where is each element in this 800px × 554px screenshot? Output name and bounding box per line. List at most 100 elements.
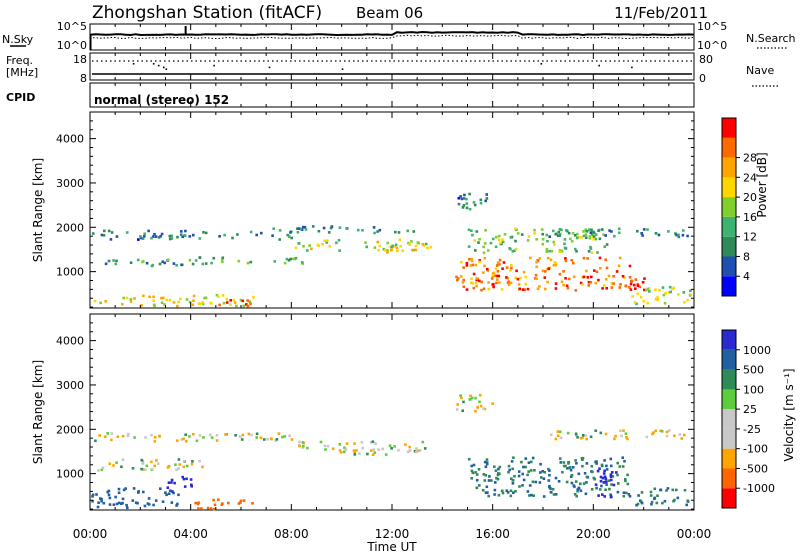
power-cell	[681, 233, 685, 237]
power-cell	[302, 245, 305, 248]
power-cell	[326, 239, 329, 242]
power-cell	[198, 256, 202, 259]
velocity-cell	[566, 431, 570, 435]
power-cell	[337, 238, 341, 242]
velocity-cell	[613, 437, 616, 441]
power-cell	[152, 295, 155, 299]
power-cell	[605, 243, 609, 246]
velocity-cell	[569, 475, 573, 478]
nsky-trace	[89, 30, 694, 50]
power-cell	[498, 258, 502, 262]
power-cell	[575, 250, 578, 253]
power-cell	[407, 241, 410, 245]
velocity-cell	[605, 468, 609, 471]
velocity-cell	[539, 462, 542, 466]
velocity-cell	[635, 503, 638, 507]
power-cell	[500, 288, 504, 291]
power-cell	[465, 264, 469, 267]
velocity-cell	[146, 502, 150, 505]
power-cell	[153, 232, 156, 236]
velocity-cell	[121, 497, 125, 501]
velocity-cell	[108, 462, 112, 465]
velocity-cell	[604, 477, 608, 481]
power-cell	[502, 261, 506, 264]
power-cell	[175, 264, 178, 267]
velocity-cell	[241, 433, 245, 437]
velocity-cell	[167, 481, 171, 484]
velocity-cell	[275, 438, 279, 441]
velocity-cell	[102, 501, 106, 505]
velocity-cell	[594, 429, 597, 432]
power-cell	[475, 278, 478, 282]
power-cell	[167, 258, 170, 261]
velocity-cell	[324, 448, 327, 451]
power-cell	[682, 291, 686, 294]
velocity-cell	[143, 504, 147, 508]
velocity-cell	[653, 497, 656, 501]
velocity-cell	[625, 436, 628, 439]
velocity-cell	[554, 437, 558, 441]
velocity-cell	[239, 501, 242, 504]
velocity-cell	[468, 398, 472, 401]
power-cell	[470, 281, 473, 284]
power-cell	[141, 237, 145, 240]
velocity-cell	[550, 433, 553, 437]
velocity-cell	[510, 477, 513, 480]
power-cell	[204, 296, 208, 300]
velocity-cell	[479, 393, 482, 397]
velocity-cell	[637, 494, 640, 497]
power-cell	[290, 236, 293, 240]
velocity-panel: 1000 2000 3000 4000 Slant Range [km]	[31, 313, 695, 511]
power-cell	[590, 275, 593, 279]
nsearch-tick-top: 10^5	[697, 20, 727, 33]
power-cell	[486, 269, 490, 272]
power-cell	[168, 298, 172, 302]
power-cell	[675, 233, 678, 237]
power-colorbar-swatch	[722, 216, 736, 237]
power-cell	[633, 301, 637, 304]
velocity-cell	[461, 409, 464, 412]
power-cell	[574, 247, 577, 251]
power-cell	[160, 232, 164, 236]
power-cell	[121, 302, 124, 306]
power-cell	[474, 263, 478, 267]
velocity-cell	[164, 491, 167, 494]
velocity-cell	[215, 439, 219, 442]
velocity-colorbar-tick-label: -100	[743, 443, 768, 456]
velocity-cell	[343, 446, 346, 450]
power-cell	[547, 267, 550, 270]
velocity-cell	[131, 499, 135, 502]
power-cell	[297, 227, 301, 230]
velocity-cell	[174, 463, 177, 466]
velocity-cell	[175, 504, 178, 507]
power-cell	[524, 282, 528, 286]
power-cell	[192, 233, 195, 237]
power-cell	[176, 304, 179, 308]
power-cell	[472, 201, 476, 204]
power-cell	[589, 231, 593, 235]
power-cell	[480, 288, 483, 292]
velocity-cell	[100, 499, 103, 503]
velocity-cell	[574, 432, 578, 436]
power-cell	[185, 298, 189, 301]
power-cell	[479, 201, 483, 205]
velocity-cell	[543, 471, 546, 474]
power-cell	[634, 287, 637, 290]
power-cell	[527, 235, 531, 238]
x-tick-label: 20:00	[576, 527, 611, 541]
power-cell	[272, 227, 275, 230]
velocity-cell	[91, 493, 95, 497]
velocity-cell	[302, 444, 305, 448]
power-cell	[493, 274, 497, 277]
power-colorbar-swatch	[722, 276, 736, 296]
velocity-cell	[100, 468, 104, 472]
x-tick-label: 08:00	[274, 527, 309, 541]
power-cell	[176, 235, 179, 239]
velocity-cell	[331, 447, 335, 450]
power-cell	[515, 269, 518, 273]
power-cell	[222, 301, 226, 305]
power-cell	[677, 235, 681, 239]
velocity-cell	[185, 464, 189, 468]
velocity-cell	[323, 444, 327, 448]
power-cell	[482, 245, 485, 249]
